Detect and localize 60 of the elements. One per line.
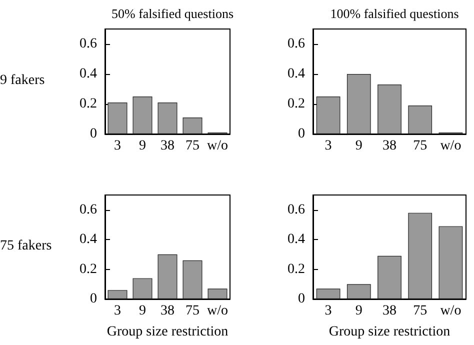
chart-title: 50% falsified questions bbox=[111, 6, 234, 21]
x-tick-label: 3 bbox=[114, 303, 121, 318]
y-tick-label: 0 bbox=[298, 126, 305, 142]
x-tick-label: w/o bbox=[207, 303, 228, 318]
bar bbox=[316, 288, 340, 298]
y-tick-label: 0.2 bbox=[288, 96, 305, 112]
bar bbox=[346, 74, 371, 134]
bar bbox=[108, 102, 128, 134]
x-tick-label: 9 bbox=[355, 303, 362, 318]
y-tick-label: 0 bbox=[298, 291, 305, 306]
y-tick-label: 0.6 bbox=[288, 202, 305, 217]
x-tick-label: 3 bbox=[114, 138, 121, 154]
bar bbox=[132, 96, 152, 134]
bar bbox=[158, 102, 178, 134]
bar bbox=[408, 106, 432, 134]
x-axis-title: Group size restriction bbox=[328, 324, 450, 339]
y-tick-label: 0.2 bbox=[80, 96, 97, 112]
x-tick-label: 3 bbox=[324, 303, 332, 318]
x-tick-label: 75 bbox=[413, 303, 428, 318]
bar bbox=[438, 226, 463, 298]
chart-title: 100% falsified questions bbox=[330, 6, 459, 21]
y-tick-label: 0 bbox=[90, 291, 97, 306]
x-tick-label: 9 bbox=[355, 138, 362, 154]
y-tick-label: 0.6 bbox=[288, 36, 305, 52]
bar bbox=[408, 212, 432, 298]
bar bbox=[158, 254, 178, 298]
y-tick-label: 0.2 bbox=[80, 261, 97, 276]
x-tick-label: 38 bbox=[382, 138, 396, 154]
bar bbox=[316, 96, 340, 134]
x-tick-label: w/o bbox=[440, 138, 462, 154]
bar bbox=[182, 260, 202, 298]
bar bbox=[346, 284, 371, 298]
y-axis-title: 75 fakers bbox=[0, 238, 52, 253]
y-axis-title: 9 fakers bbox=[0, 72, 45, 88]
x-tick-label: 9 bbox=[139, 138, 146, 154]
bar bbox=[208, 288, 228, 298]
x-tick-label: 3 bbox=[324, 138, 332, 154]
x-tick-label: 75 bbox=[186, 303, 200, 318]
y-tick-label: 0.4 bbox=[288, 66, 305, 82]
y-tick-label: 0.4 bbox=[288, 232, 305, 247]
x-axis-title: Group size restriction bbox=[106, 324, 228, 339]
x-tick-label: 9 bbox=[139, 303, 146, 318]
y-tick-label: 0.2 bbox=[288, 261, 305, 276]
bar bbox=[182, 118, 202, 134]
x-tick-label: 38 bbox=[160, 303, 174, 318]
bar bbox=[108, 290, 128, 298]
bar bbox=[132, 278, 152, 298]
y-tick-label: 0.6 bbox=[80, 202, 97, 217]
y-tick-label: 0.4 bbox=[80, 232, 97, 247]
x-tick-label: w/o bbox=[440, 303, 462, 318]
x-tick-label: 75 bbox=[413, 138, 428, 154]
x-tick-label: 38 bbox=[382, 303, 396, 318]
bar bbox=[378, 255, 402, 298]
y-tick-label: 0 bbox=[90, 126, 97, 142]
x-tick-label: 75 bbox=[186, 138, 200, 154]
x-tick-label: 38 bbox=[160, 138, 174, 154]
bar bbox=[378, 84, 402, 134]
x-tick-label: w/o bbox=[207, 138, 228, 154]
y-tick-label: 0.4 bbox=[80, 66, 97, 82]
y-tick-label: 0.6 bbox=[80, 36, 97, 52]
